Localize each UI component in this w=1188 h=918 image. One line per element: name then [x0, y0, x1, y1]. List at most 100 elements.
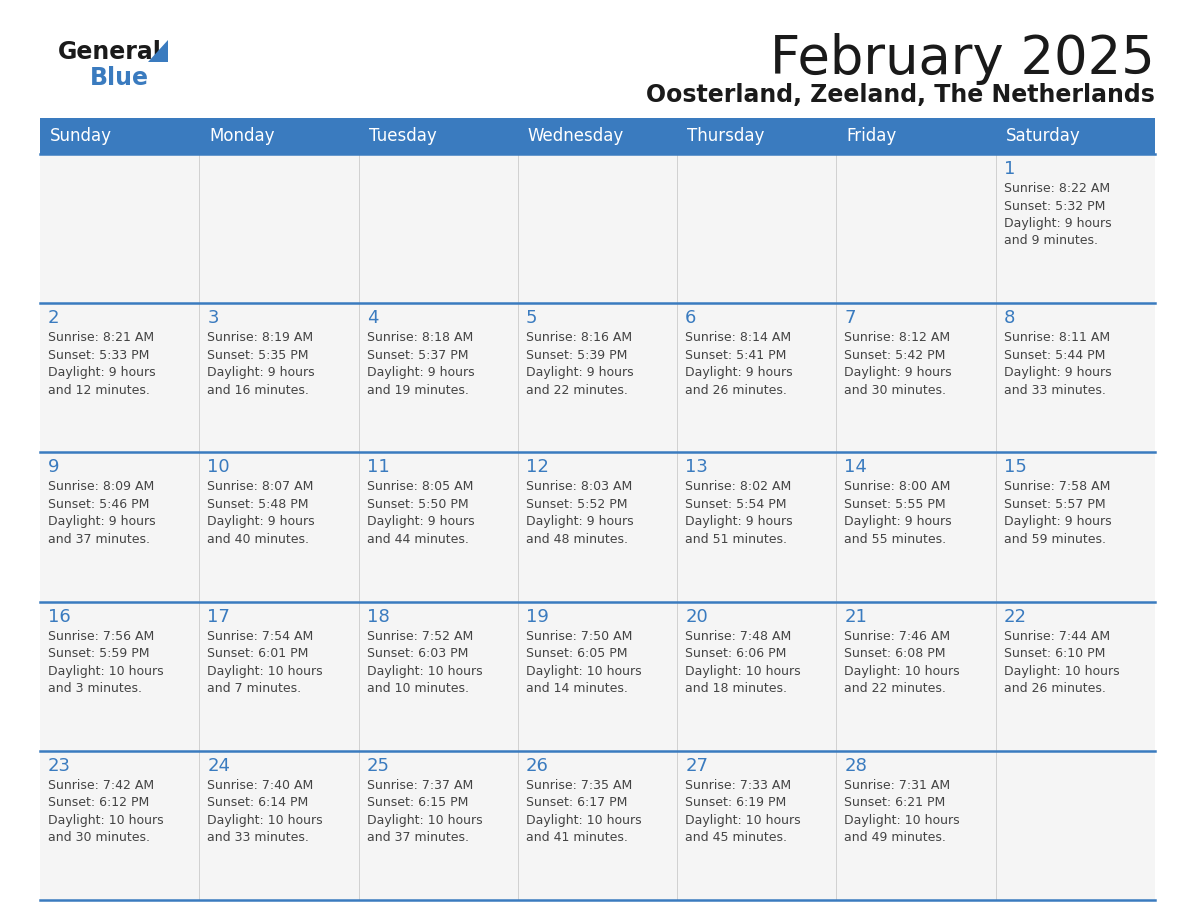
- Bar: [836, 453, 996, 601]
- Text: 4: 4: [367, 309, 378, 327]
- Text: and 12 minutes.: and 12 minutes.: [48, 384, 150, 397]
- Text: Sunday: Sunday: [50, 127, 112, 145]
- Bar: [677, 154, 836, 303]
- Text: and 7 minutes.: and 7 minutes.: [207, 682, 302, 695]
- Text: Sunrise: 7:56 AM: Sunrise: 7:56 AM: [48, 630, 154, 643]
- Bar: [996, 751, 1155, 900]
- Text: and 44 minutes.: and 44 minutes.: [367, 533, 468, 546]
- Text: 19: 19: [526, 608, 549, 625]
- Text: and 3 minutes.: and 3 minutes.: [48, 682, 143, 695]
- Text: and 10 minutes.: and 10 minutes.: [367, 682, 468, 695]
- Text: and 18 minutes.: and 18 minutes.: [685, 682, 788, 695]
- Text: 13: 13: [685, 458, 708, 476]
- Text: Daylight: 9 hours: Daylight: 9 hours: [1004, 366, 1111, 379]
- Bar: [359, 601, 518, 751]
- Text: Sunrise: 8:14 AM: Sunrise: 8:14 AM: [685, 331, 791, 344]
- Text: Sunset: 5:55 PM: Sunset: 5:55 PM: [845, 498, 946, 511]
- Text: 21: 21: [845, 608, 867, 625]
- Text: Sunrise: 8:05 AM: Sunrise: 8:05 AM: [367, 480, 473, 493]
- Text: Sunset: 5:48 PM: Sunset: 5:48 PM: [207, 498, 309, 511]
- Text: 11: 11: [367, 458, 390, 476]
- Text: Sunset: 6:01 PM: Sunset: 6:01 PM: [207, 647, 309, 660]
- Text: Daylight: 9 hours: Daylight: 9 hours: [367, 515, 474, 529]
- Bar: [200, 453, 359, 601]
- Text: Daylight: 10 hours: Daylight: 10 hours: [367, 813, 482, 827]
- Text: 25: 25: [367, 756, 390, 775]
- Text: Daylight: 10 hours: Daylight: 10 hours: [526, 813, 642, 827]
- Text: Daylight: 9 hours: Daylight: 9 hours: [48, 515, 156, 529]
- Text: Wednesday: Wednesday: [527, 127, 624, 145]
- Text: 15: 15: [1004, 458, 1026, 476]
- Text: 26: 26: [526, 756, 549, 775]
- Text: Sunrise: 7:40 AM: Sunrise: 7:40 AM: [207, 778, 314, 792]
- Text: and 30 minutes.: and 30 minutes.: [48, 832, 150, 845]
- Bar: [359, 154, 518, 303]
- Text: 23: 23: [48, 756, 71, 775]
- Text: Daylight: 10 hours: Daylight: 10 hours: [845, 665, 960, 677]
- Text: Blue: Blue: [90, 66, 148, 90]
- Text: Daylight: 10 hours: Daylight: 10 hours: [207, 665, 323, 677]
- Text: Sunrise: 8:07 AM: Sunrise: 8:07 AM: [207, 480, 314, 493]
- Text: Daylight: 10 hours: Daylight: 10 hours: [1004, 665, 1119, 677]
- Text: 10: 10: [207, 458, 230, 476]
- Text: Sunset: 5:32 PM: Sunset: 5:32 PM: [1004, 199, 1105, 212]
- Text: Friday: Friday: [846, 127, 897, 145]
- Text: Sunrise: 7:48 AM: Sunrise: 7:48 AM: [685, 630, 791, 643]
- Text: Daylight: 10 hours: Daylight: 10 hours: [685, 813, 801, 827]
- Text: Sunset: 6:19 PM: Sunset: 6:19 PM: [685, 796, 786, 810]
- Bar: [200, 601, 359, 751]
- Text: 27: 27: [685, 756, 708, 775]
- Bar: [836, 154, 996, 303]
- Text: Sunrise: 8:18 AM: Sunrise: 8:18 AM: [367, 331, 473, 344]
- Text: Thursday: Thursday: [687, 127, 765, 145]
- Text: and 30 minutes.: and 30 minutes.: [845, 384, 947, 397]
- Text: and 51 minutes.: and 51 minutes.: [685, 533, 788, 546]
- Text: Sunset: 5:57 PM: Sunset: 5:57 PM: [1004, 498, 1105, 511]
- Text: and 26 minutes.: and 26 minutes.: [1004, 682, 1106, 695]
- Bar: [359, 751, 518, 900]
- Text: Sunset: 5:44 PM: Sunset: 5:44 PM: [1004, 349, 1105, 362]
- Text: and 48 minutes.: and 48 minutes.: [526, 533, 627, 546]
- Text: and 33 minutes.: and 33 minutes.: [1004, 384, 1106, 397]
- Text: Sunset: 6:21 PM: Sunset: 6:21 PM: [845, 796, 946, 810]
- Text: 12: 12: [526, 458, 549, 476]
- Text: and 55 minutes.: and 55 minutes.: [845, 533, 947, 546]
- Text: Sunrise: 7:31 AM: Sunrise: 7:31 AM: [845, 778, 950, 792]
- Text: 16: 16: [48, 608, 71, 625]
- Text: and 49 minutes.: and 49 minutes.: [845, 832, 947, 845]
- Polygon shape: [148, 40, 168, 62]
- Text: 28: 28: [845, 756, 867, 775]
- Text: Sunrise: 7:46 AM: Sunrise: 7:46 AM: [845, 630, 950, 643]
- Text: Daylight: 10 hours: Daylight: 10 hours: [48, 665, 164, 677]
- Bar: [40, 118, 1155, 154]
- Bar: [836, 751, 996, 900]
- Text: and 59 minutes.: and 59 minutes.: [1004, 533, 1106, 546]
- Text: Sunrise: 7:37 AM: Sunrise: 7:37 AM: [367, 778, 473, 792]
- Bar: [996, 154, 1155, 303]
- Text: Daylight: 9 hours: Daylight: 9 hours: [367, 366, 474, 379]
- Bar: [518, 601, 677, 751]
- Text: 20: 20: [685, 608, 708, 625]
- Text: Sunrise: 8:12 AM: Sunrise: 8:12 AM: [845, 331, 950, 344]
- Text: Sunset: 5:41 PM: Sunset: 5:41 PM: [685, 349, 786, 362]
- Text: Saturday: Saturday: [1006, 127, 1080, 145]
- Text: Daylight: 9 hours: Daylight: 9 hours: [845, 366, 952, 379]
- Text: Sunset: 5:50 PM: Sunset: 5:50 PM: [367, 498, 468, 511]
- Bar: [200, 154, 359, 303]
- Bar: [40, 154, 200, 303]
- Text: and 22 minutes.: and 22 minutes.: [845, 682, 947, 695]
- Text: Sunrise: 8:00 AM: Sunrise: 8:00 AM: [845, 480, 950, 493]
- Text: Sunset: 5:37 PM: Sunset: 5:37 PM: [367, 349, 468, 362]
- Text: 1: 1: [1004, 160, 1015, 178]
- Text: Sunrise: 8:03 AM: Sunrise: 8:03 AM: [526, 480, 632, 493]
- Text: Sunset: 6:17 PM: Sunset: 6:17 PM: [526, 796, 627, 810]
- Text: Daylight: 10 hours: Daylight: 10 hours: [845, 813, 960, 827]
- Text: Sunset: 5:54 PM: Sunset: 5:54 PM: [685, 498, 786, 511]
- Text: and 16 minutes.: and 16 minutes.: [207, 384, 309, 397]
- Bar: [677, 303, 836, 453]
- Text: Sunset: 5:35 PM: Sunset: 5:35 PM: [207, 349, 309, 362]
- Text: 8: 8: [1004, 309, 1015, 327]
- Text: Sunrise: 8:09 AM: Sunrise: 8:09 AM: [48, 480, 154, 493]
- Text: Sunset: 6:05 PM: Sunset: 6:05 PM: [526, 647, 627, 660]
- Bar: [677, 453, 836, 601]
